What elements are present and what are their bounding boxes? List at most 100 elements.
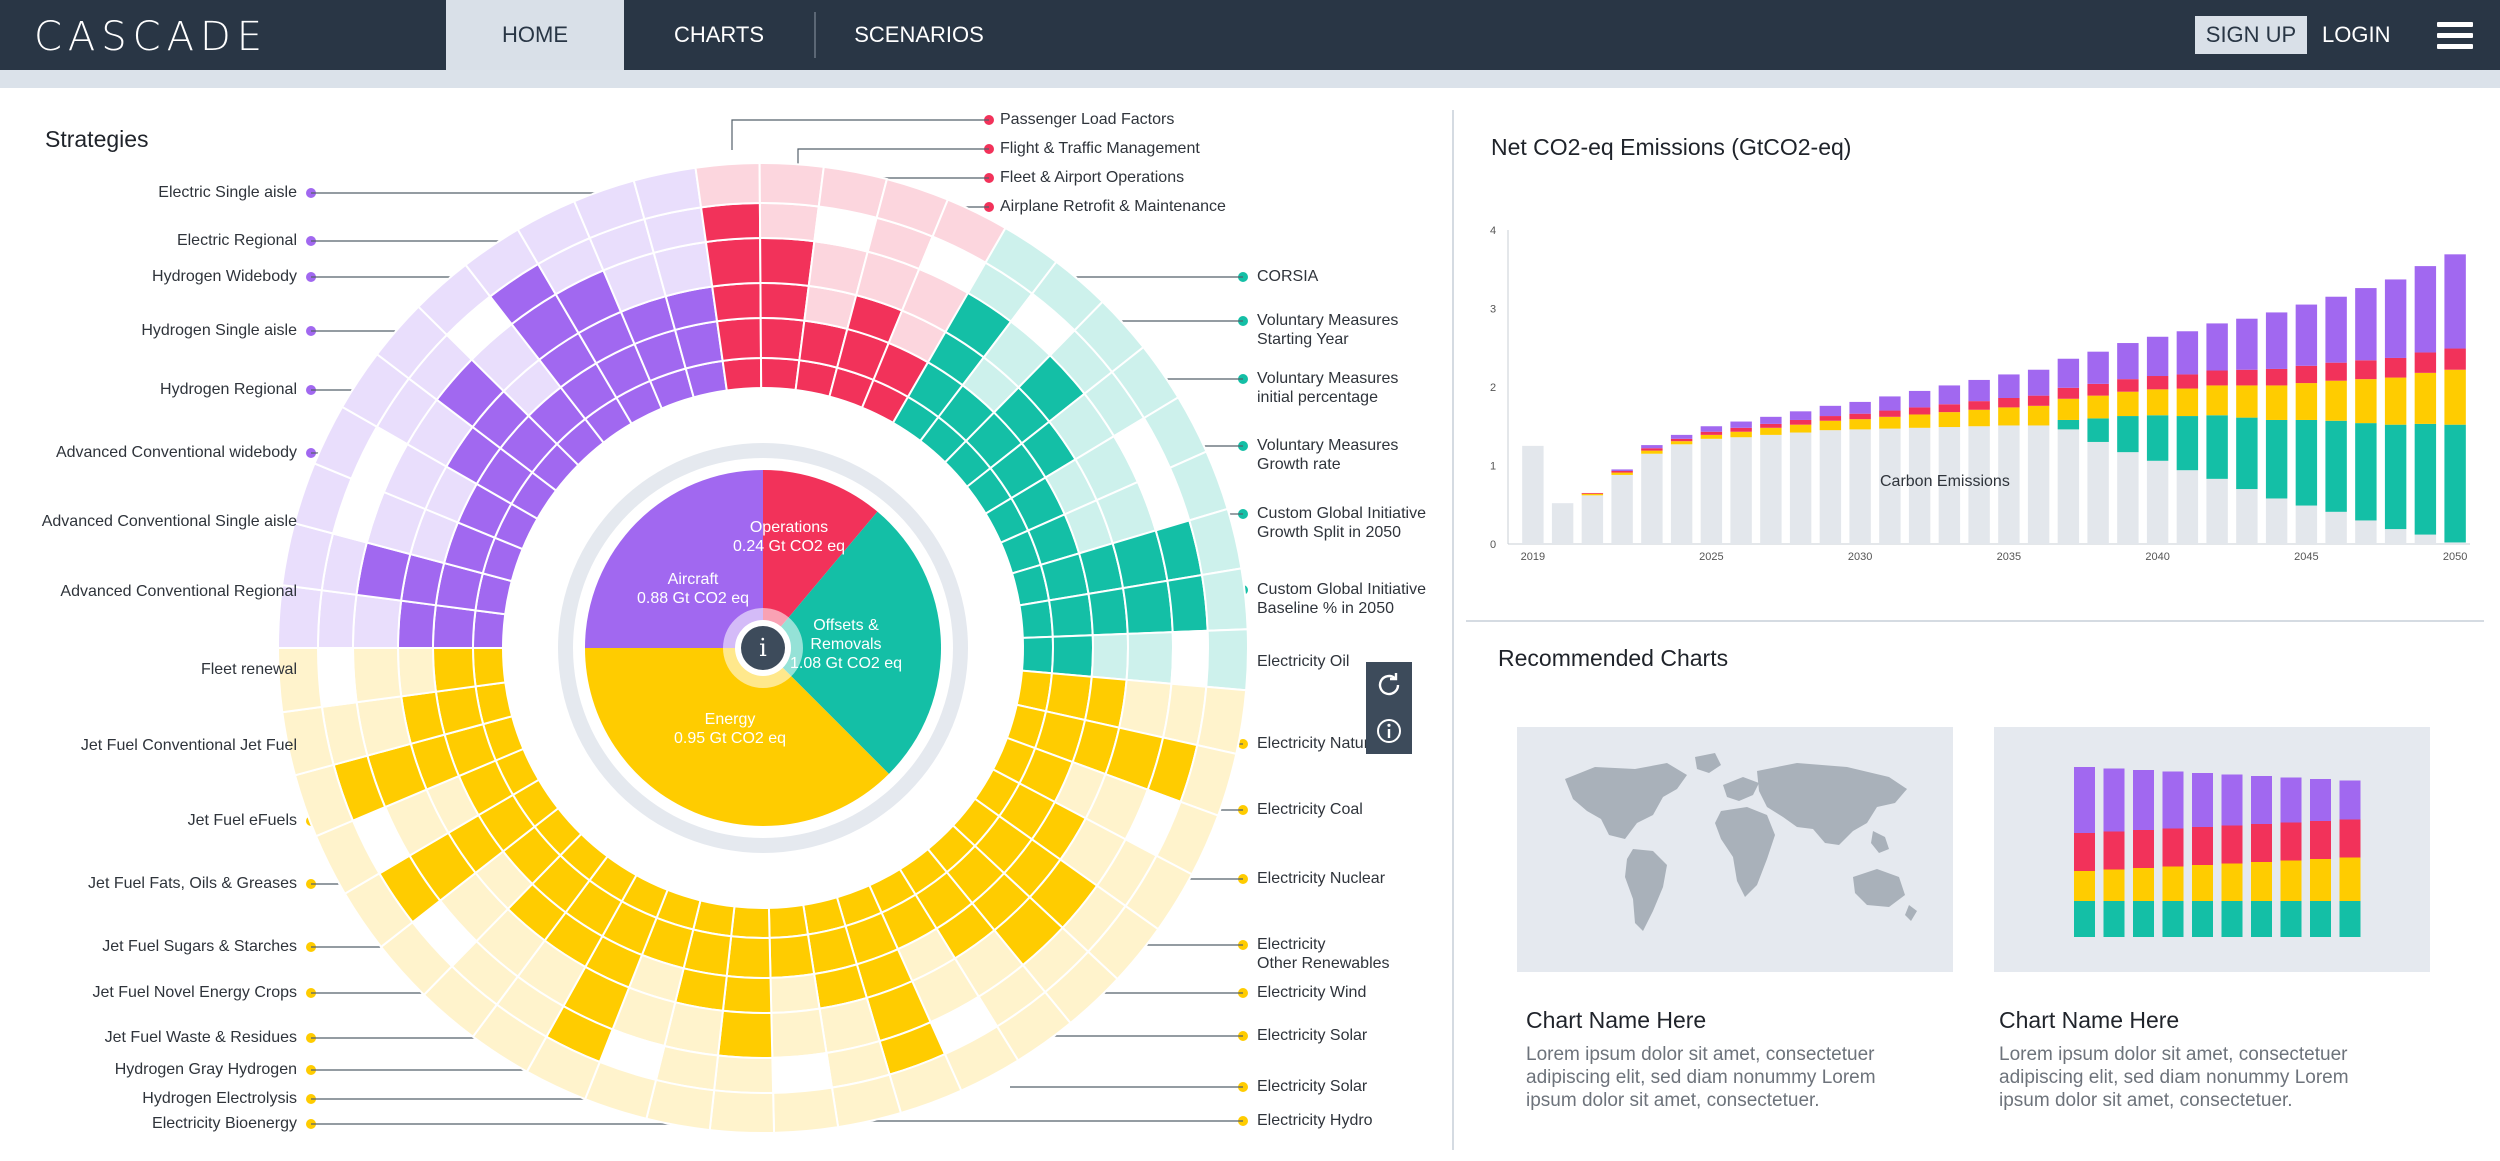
left-strategy-label[interactable]: Hydrogen Single aisle <box>141 322 297 339</box>
top-strategy-label[interactable]: Flight & Traffic Management <box>1000 140 1200 157</box>
left-strategy-label[interactable]: Hydrogen Regional <box>160 381 297 398</box>
left-strategy-label[interactable]: Jet Fuel Sugars & Starches <box>102 938 297 955</box>
top-strategy-label[interactable]: Airplane Retrofit & Maintenance <box>1000 198 1226 215</box>
right-strategy-label[interactable]: Electricity Other Renewables <box>1257 936 1390 972</box>
left-strategy-label[interactable]: Advanced Conventional widebody <box>55 444 297 461</box>
refresh-icon[interactable] <box>1366 662 1412 708</box>
offsets-bar <box>2176 416 2199 471</box>
operations-bar <box>2295 365 2318 384</box>
operations-bar <box>2057 387 2080 399</box>
energy-bar <box>1789 424 1812 433</box>
right-strategy-label[interactable]: Voluntary Measures Growth rate <box>1257 437 1399 473</box>
energy-segment <box>767 903 810 939</box>
right-strategy-label[interactable]: Electricity Wind <box>1257 984 1367 1001</box>
operations-segment <box>759 317 806 362</box>
strategies-title: Strategies <box>45 126 149 152</box>
thumb-bar-segment <box>2339 819 2361 858</box>
left-strategy-label[interactable]: Electric Regional <box>176 232 297 249</box>
left-strategy-label[interactable]: Jet Fuel Waste & Residues <box>104 1029 297 1046</box>
world-map-thumbnail[interactable] <box>1517 727 1953 972</box>
aircraft-bar <box>1908 390 1931 408</box>
left-strategy-label[interactable]: Hydrogen Widebody <box>152 268 297 285</box>
aircraft-bar <box>2444 254 2466 349</box>
right-strategy-label[interactable]: Voluntary Measures initial percentage <box>1257 370 1399 406</box>
info-icon[interactable] <box>1366 708 1412 754</box>
carbon-bar <box>2057 429 2080 544</box>
right-strategy-label[interactable]: CORSIA <box>1257 268 1319 285</box>
right-strategy-label[interactable]: Electricity Coal <box>1257 801 1363 818</box>
left-strategy-label[interactable]: Electric Single aisle <box>158 184 297 201</box>
y-tick-label: 1 <box>1490 461 1496 473</box>
offsets-bar <box>2117 416 2139 453</box>
left-strategy-label[interactable]: Hydrogen Electrolysis <box>142 1090 297 1107</box>
thumb-bar-segment <box>2251 862 2272 901</box>
thumb-bar-segment <box>2192 901 2213 937</box>
left-strategy-label[interactable]: Electricity Bioenergy <box>152 1115 297 1132</box>
aircraft-bar <box>2325 296 2347 363</box>
right-strategy-label[interactable]: Electricity Oil <box>1257 653 1350 670</box>
x-tick-label: 2025 <box>1699 551 1723 563</box>
right-strategy-label[interactable]: Electricity Nuclear <box>1257 870 1386 887</box>
energy-center-label: Energy 0.95 Gt CO2 eq <box>674 711 786 747</box>
left-strategy-label[interactable]: Jet Fuel Conventional Jet Fuel <box>80 737 297 754</box>
thumb-bar-segment <box>2310 779 2331 821</box>
right-strategy-label[interactable]: Voluntary Measures Starting Year <box>1257 312 1399 348</box>
carbon-bar <box>1522 445 1544 544</box>
left-strategy-label[interactable]: Jet Fuel Novel Energy Crops <box>92 984 297 1001</box>
thumb-bar-segment <box>2221 863 2243 901</box>
tab-home[interactable]: HOME <box>446 0 624 70</box>
right-strategy-label[interactable]: Custom Global Initiative Growth Split in … <box>1257 505 1426 541</box>
card-2-title[interactable]: Chart Name Here <box>1999 1007 2180 1033</box>
thumb-bar-segment <box>2310 821 2331 859</box>
right-strategy-label[interactable]: Electricity Hydro <box>1257 1112 1373 1129</box>
aircraft-bar <box>1819 405 1842 417</box>
left-strategy-label[interactable]: Fleet renewal <box>200 661 297 678</box>
tab-scenarios[interactable]: SCENARIOS <box>854 22 984 47</box>
thumb-bar-segment <box>2221 774 2243 826</box>
left-strategy-label[interactable]: Hydrogen Gray Hydrogen <box>114 1061 297 1078</box>
recommended-charts-title: Recommended Charts <box>1498 645 1729 671</box>
right-strategy-label[interactable]: Electricity Solar <box>1257 1027 1368 1044</box>
aircraft-segment <box>471 609 507 649</box>
carbon-bar <box>2295 505 2318 544</box>
left-strategy-label[interactable]: Advanced Conventional Single aisle <box>41 513 297 530</box>
energy-bar <box>1908 414 1931 428</box>
sign-up-button[interactable]: SIGN UP <box>2195 16 2307 54</box>
offsets-slice <box>763 511 941 774</box>
right-strategy-label[interactable]: Custom Global Initiative Baseline % in 20… <box>1257 581 1426 617</box>
aircraft-bar <box>2146 336 2169 377</box>
left-strategy-label[interactable]: Jet Fuel Fats, Oils & Greases <box>88 875 297 892</box>
operations-bar <box>2117 379 2139 392</box>
strategies-sunburst-chart[interactable]: i Operations 0.24 Gt CO2 eq Aircraft 0.88 Gt… <box>0 88 1450 1161</box>
offsets-bar <box>2355 423 2377 521</box>
cascade-logo[interactable]: CASCADE <box>34 14 269 60</box>
operations-bar <box>1730 427 1752 432</box>
login-button[interactable]: LOGIN <box>2322 22 2391 47</box>
thumb-bar-segment <box>2074 767 2095 833</box>
top-strategy-label[interactable]: Fleet & Airport Operations <box>1000 169 1185 186</box>
thumb-bar-segment <box>2339 780 2361 820</box>
offsets-segment <box>1170 629 1209 688</box>
left-strategy-label[interactable]: Advanced Conventional Regional <box>60 583 297 600</box>
y-tick-label: 4 <box>1490 225 1496 237</box>
tab-charts[interactable]: CHARTS <box>673 22 765 47</box>
aircraft-bar <box>1938 385 1961 405</box>
top-strategy-label[interactable]: Passenger Load Factors <box>1000 111 1175 128</box>
offsets-bar <box>2236 417 2258 490</box>
energy-bar <box>2265 385 2288 420</box>
energy-bar <box>2176 388 2199 417</box>
offsets-bar <box>2414 423 2437 535</box>
net-emissions-bar-chart[interactable]: 0 1 2 3 4 2019 2025 2030 2035 2040 2045 2050 Carbon … <box>1470 200 2480 570</box>
card-1-title[interactable]: Chart Name Here <box>1526 1007 1707 1033</box>
stacked-bars-thumbnail[interactable] <box>1994 727 2430 972</box>
hamburger-menu-icon[interactable] <box>2437 22 2473 50</box>
right-strategy-label[interactable]: Electricity Natural <box>1257 735 1382 752</box>
left-strategy-label[interactable]: Jet Fuel eFuels <box>187 812 297 829</box>
right-strategy-label[interactable]: Electricity Solar <box>1257 1078 1368 1095</box>
aircraft-bar <box>2117 343 2139 380</box>
card-2-description: Lorem ipsum dolor sit amet, consectetuer… <box>1999 1044 2349 1111</box>
x-tick-label: 2035 <box>1997 551 2021 563</box>
energy-segment <box>721 974 773 1014</box>
aircraft-bar <box>1730 421 1752 428</box>
operations-bar <box>2027 395 2050 406</box>
